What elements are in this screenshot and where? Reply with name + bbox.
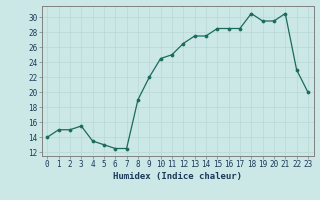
X-axis label: Humidex (Indice chaleur): Humidex (Indice chaleur) xyxy=(113,172,242,181)
